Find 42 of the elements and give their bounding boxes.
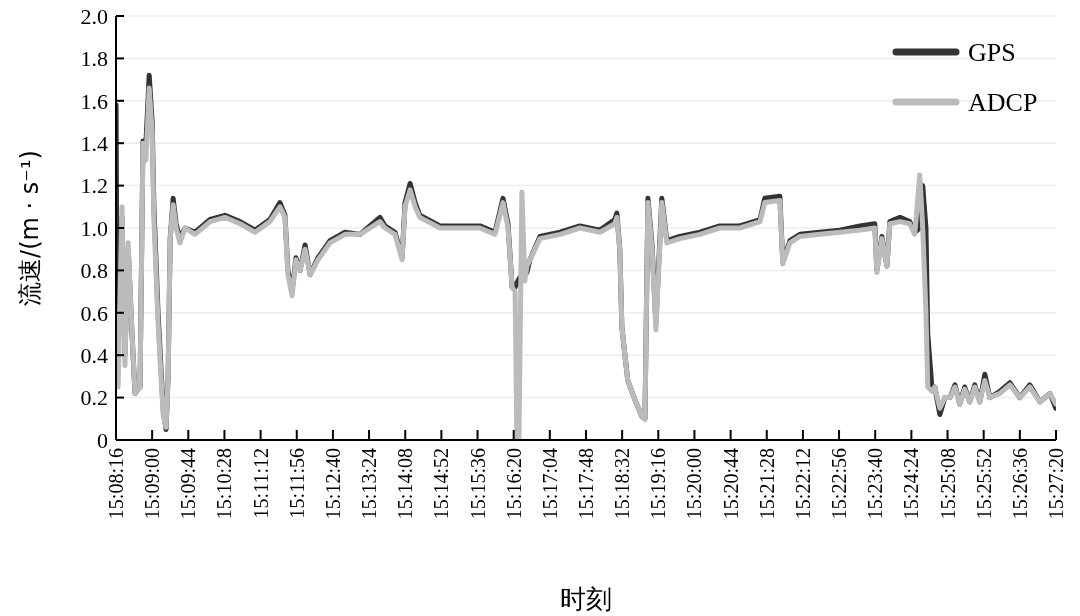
y-axis-title: 流速/(m · s⁻¹) [16, 150, 44, 306]
x-tick-label: 15:16:20 [502, 448, 525, 520]
x-tick-label: 15:15:36 [466, 448, 489, 520]
x-tick-label: 15:18:32 [611, 448, 634, 520]
x-tick-label: 15:14:08 [394, 448, 417, 520]
x-tick-label: 15:20:00 [683, 448, 706, 520]
y-tick-label: 0 [97, 427, 108, 453]
legend-label: GPS [968, 38, 1016, 68]
y-tick-label: 2.0 [80, 3, 108, 29]
x-tick-label: 15:20:44 [719, 448, 742, 520]
x-tick-label: 15:14:52 [430, 448, 453, 520]
y-tick-label: 1.6 [80, 88, 108, 114]
x-axis-title: 时刻 [560, 584, 612, 614]
x-tick-label: 15:11:12 [249, 448, 272, 519]
y-tick-label: 0.8 [80, 258, 108, 284]
y-tick-label: 1.4 [80, 130, 108, 156]
x-tick-label: 15:19:16 [647, 448, 670, 520]
x-tick-label: 15:25:08 [936, 448, 959, 520]
x-tick-label: 15:17:04 [538, 448, 561, 520]
y-tick-label: 0.2 [80, 385, 108, 411]
x-tick-label: 15:08:16 [105, 448, 127, 520]
x-tick-label: 15:09:00 [141, 448, 164, 520]
x-tick-label: 15:17:48 [575, 448, 597, 520]
x-tick-label: 15:11:56 [285, 448, 308, 519]
y-tick-label: 1.0 [80, 215, 108, 241]
x-tick-label: 15:23:40 [864, 448, 887, 520]
x-tick-label: 15:22:56 [828, 448, 851, 520]
y-tick-label: 0.6 [80, 300, 108, 326]
x-tick-label: 15:22:12 [791, 448, 814, 520]
legend-label: ADCP [968, 88, 1038, 118]
x-tick-label: 15:26:36 [1008, 448, 1031, 520]
x-tick-label: 15:12:40 [321, 448, 344, 520]
y-tick-label: 0.4 [80, 342, 108, 368]
x-tick-label: 15:24:24 [900, 448, 923, 520]
x-tick-label: 15:09:44 [177, 448, 200, 520]
x-tick-label: 15:10:28 [213, 448, 236, 520]
y-tick-label: 1.8 [80, 46, 108, 72]
x-tick-label: 15:13:24 [358, 448, 381, 520]
x-tick-label: 15:21:28 [755, 448, 778, 520]
x-tick-label: 15:27:20 [1045, 448, 1067, 520]
y-tick-label: 1.2 [80, 173, 108, 199]
x-tick-label: 15:25:52 [972, 448, 995, 520]
